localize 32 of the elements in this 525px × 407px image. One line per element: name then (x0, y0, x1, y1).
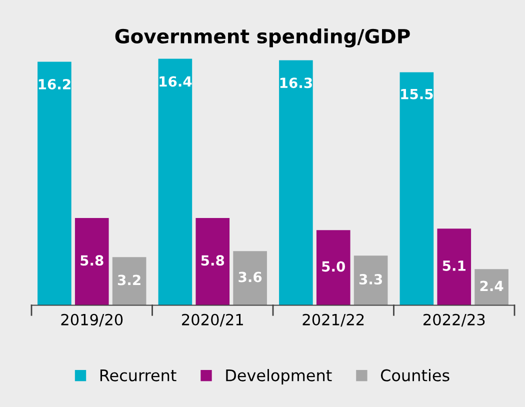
legend-label: Recurrent (100, 370, 176, 382)
data-label: 16.3 (280, 78, 312, 88)
data-label: 5.8 (80, 255, 104, 266)
x-tick-label: 2021/22 (302, 314, 364, 327)
bar (38, 62, 72, 306)
bar (196, 218, 230, 306)
x-tick-label: 2020/21 (182, 314, 243, 327)
data-label: 16.2 (38, 79, 70, 90)
bar (400, 72, 434, 306)
data-label: 15.5 (401, 88, 433, 100)
bar (158, 58, 192, 306)
legend-label: Counties (380, 369, 450, 382)
bar (112, 257, 146, 306)
bar (316, 230, 350, 306)
legend-label: Development (226, 369, 332, 384)
bar (354, 256, 388, 306)
chart-title: Government spending/GDP (115, 28, 410, 48)
x-tick-label: 2022/23 (424, 314, 485, 327)
data-label: 2.4 (480, 280, 504, 292)
x-tick-label: 2019/20 (61, 314, 123, 327)
data-label: 3.3 (359, 274, 382, 284)
data-label: 5.0 (322, 261, 346, 272)
bar (74, 218, 109, 306)
bar (279, 60, 313, 306)
data-label: 3.2 (118, 274, 140, 286)
data-label: 5.8 (201, 255, 224, 266)
data-label: 16.4 (160, 76, 192, 87)
bar (233, 251, 267, 306)
bar (437, 228, 472, 306)
bar (474, 269, 508, 306)
data-label: 5.1 (442, 260, 466, 271)
data-label: 3.6 (238, 272, 262, 282)
